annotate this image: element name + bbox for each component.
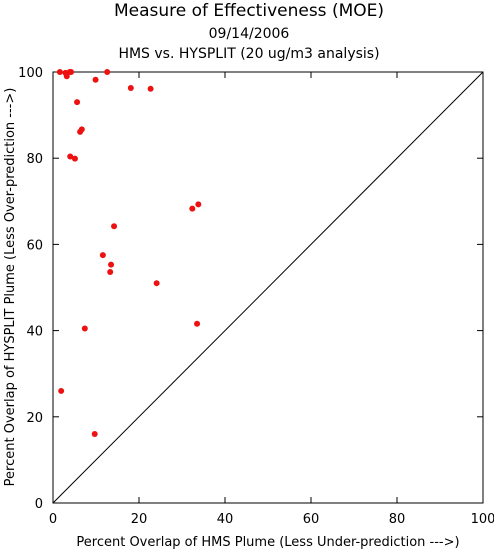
scatter-point: [74, 99, 81, 106]
scatter-point: [127, 84, 134, 91]
scatter-point: [147, 85, 154, 92]
scatter-point: [153, 280, 160, 287]
scatter-point: [58, 387, 65, 394]
plot-area: 0 20 40 60 80 100 0 20 40 60 80 100: [18, 66, 494, 527]
scatter-point: [56, 69, 63, 75]
scatter-point: [71, 155, 78, 162]
scatter-point: [194, 320, 201, 327]
chart-title: Measure of Effectiveness (MOE): [114, 1, 384, 21]
scatter-point: [195, 201, 202, 208]
x-axis-label: Percent Overlap of HMS Plume (Less Under…: [76, 535, 459, 550]
x-tick-label: 20: [131, 512, 148, 527]
scatter-point: [111, 223, 118, 230]
y-tick-label: 20: [26, 411, 43, 426]
y-axis-label: Percent Overlap of HYSPLIT Plume (Less O…: [3, 88, 18, 487]
scatter-point: [108, 261, 115, 268]
scatter-point: [189, 205, 196, 212]
scatter-point: [104, 69, 111, 75]
diagonal-reference-line: [52, 71, 484, 504]
plot-frame: [52, 71, 484, 504]
scatter-point: [91, 431, 98, 438]
x-tick-label: 0: [49, 512, 57, 527]
y-tick-label: 60: [26, 238, 43, 253]
scatter-point: [63, 73, 70, 80]
scatter-point: [81, 325, 88, 332]
y-tick-label: 100: [18, 66, 43, 81]
scatter-point: [107, 268, 114, 275]
x-tick-label: 40: [217, 512, 234, 527]
x-tick-label: 80: [389, 512, 406, 527]
x-tick-label: 60: [303, 512, 320, 527]
chart-date: 09/14/2006: [209, 26, 290, 42]
scatter-point: [68, 69, 75, 75]
scatter-point: [77, 128, 84, 135]
y-tick-label: 40: [26, 325, 43, 340]
scatter-point: [92, 76, 99, 83]
chart-comparison-subtitle: HMS vs. HYSPLIT (20 ug/m3 analysis): [118, 46, 379, 62]
y-tick-label: 0: [35, 497, 43, 512]
scatter-point: [67, 153, 74, 160]
x-tick-label: 100: [471, 512, 494, 527]
scatter-point: [99, 252, 106, 259]
y-tick-label: 80: [26, 152, 43, 167]
